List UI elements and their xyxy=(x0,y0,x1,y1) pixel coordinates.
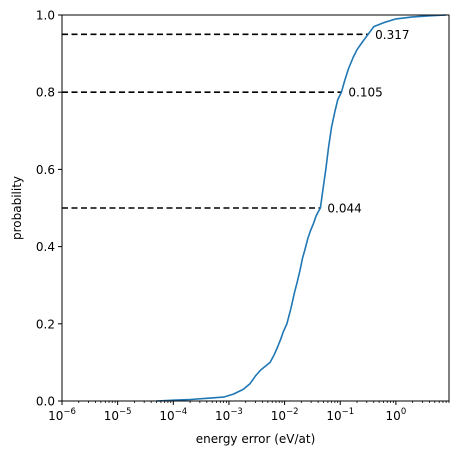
reference-value-label: 0.317 xyxy=(375,28,409,42)
x-axis-label: energy error (eV/at) xyxy=(196,432,316,446)
y-tick-label: 1.0 xyxy=(36,9,55,23)
y-tick-label: 0.4 xyxy=(36,240,55,254)
reference-value-label: 0.044 xyxy=(327,202,361,216)
y-tick-label: 0.8 xyxy=(36,86,55,100)
reference-lines: 0.044 0.105 0.317 xyxy=(62,28,409,216)
reference-value-label: 0.105 xyxy=(348,86,382,100)
cdf-line xyxy=(156,14,447,402)
x-tick-label: 10−6 xyxy=(48,407,76,423)
x-tick-label: 10−2 xyxy=(271,407,299,423)
x-tick-label: 10−1 xyxy=(326,407,354,423)
y-tick-label: 0.2 xyxy=(36,317,55,331)
x-tick-label: 10−5 xyxy=(104,407,132,423)
axis-ticks: 10−6 10−5 10−4 10−3 10−2 10−1 100 0.0 0.2 0.4 0.6 0… xyxy=(36,9,450,423)
x-tick-label: 10−4 xyxy=(159,407,187,423)
x-tick-label: 10−3 xyxy=(215,407,243,423)
y-tick-label: 0.0 xyxy=(36,395,55,409)
y-tick-label: 0.6 xyxy=(36,163,55,177)
series-layer xyxy=(156,14,447,402)
y-axis-label: probability xyxy=(10,176,24,240)
x-tick-label: 100 xyxy=(386,407,407,423)
